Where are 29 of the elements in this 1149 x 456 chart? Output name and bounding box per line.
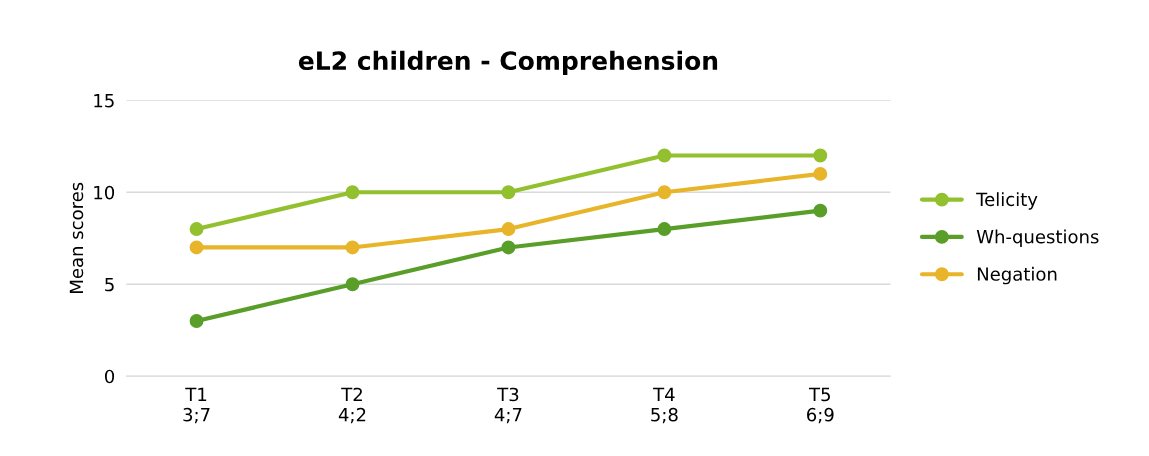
legend-label: Negation — [977, 266, 1057, 285]
point — [501, 222, 516, 237]
x-tick-label: T1 3;7 — [183, 387, 210, 424]
point — [189, 240, 204, 255]
point — [657, 148, 672, 163]
point — [813, 148, 828, 163]
legend-label: Telicity — [976, 192, 1038, 210]
y-tick-label: 5 — [105, 277, 114, 292]
y-tick-label: 0 — [104, 369, 115, 384]
y-tick-label: 10 — [94, 185, 115, 200]
point — [345, 185, 360, 200]
point — [345, 240, 360, 255]
x-tick-label: T5 6;9 — [807, 387, 834, 424]
point — [813, 203, 828, 218]
x-tick-label: T4 5;8 — [651, 387, 678, 424]
point — [345, 277, 360, 292]
point — [813, 166, 828, 181]
point — [189, 314, 204, 328]
point — [657, 222, 672, 237]
y-tick-label: 15 — [94, 94, 114, 108]
x-tick-label: T2 4;2 — [338, 387, 366, 424]
legend-label: Wh-questions — [976, 229, 1099, 247]
point — [501, 185, 516, 200]
point — [189, 222, 204, 237]
chart-title: eL2 children - Comprehension — [298, 50, 718, 75]
x-tick-label: T3 4;7 — [494, 387, 522, 424]
point — [657, 185, 672, 200]
y-axis-title: Mean scores — [69, 182, 84, 293]
point — [501, 240, 516, 255]
